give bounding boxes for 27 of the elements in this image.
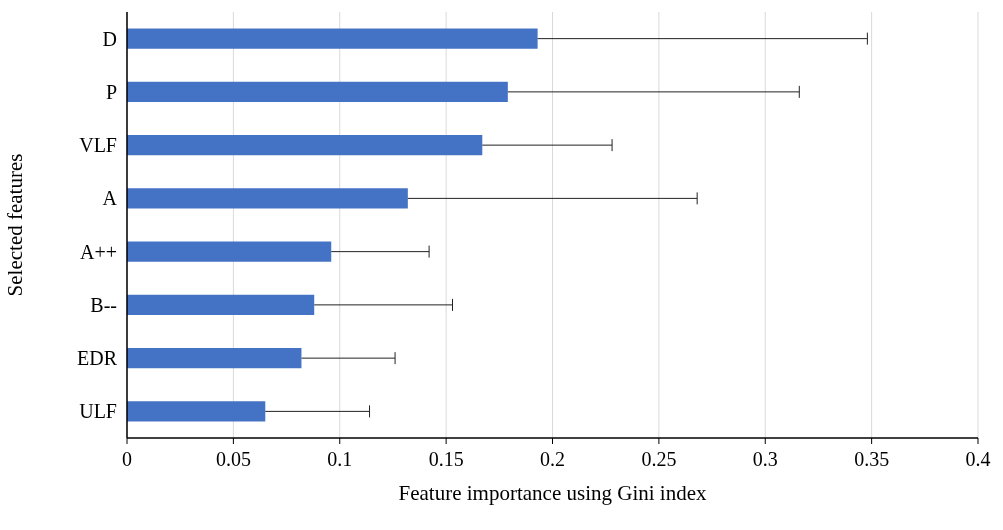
bar	[127, 81, 508, 102]
x-tick-label: 0.05	[215, 448, 251, 470]
y-tick-label: ULF	[79, 400, 117, 423]
bar	[127, 188, 408, 209]
y-tick-label: A	[102, 187, 118, 210]
y-tick-label: EDR	[77, 347, 118, 370]
y-tick-label: D	[102, 27, 117, 50]
bar	[127, 401, 266, 422]
y-tick-label: VLF	[79, 134, 117, 157]
y-tick-label: P	[105, 80, 117, 103]
bar	[127, 241, 332, 262]
bar	[127, 28, 538, 49]
x-tick-label: 0.3	[752, 448, 778, 470]
x-tick-label: 0.35	[854, 448, 890, 470]
bar	[127, 294, 315, 315]
x-tick-label: 0	[122, 448, 132, 470]
x-tick-label: 0.15	[428, 448, 464, 470]
x-tick-label: 0.2	[540, 448, 565, 470]
bar	[127, 348, 302, 369]
x-tick-label: 0.25	[641, 448, 677, 470]
bar	[127, 135, 483, 156]
x-tick-label: 0.4	[965, 448, 991, 470]
y-tick-label: A++	[79, 240, 117, 263]
x-axis-title: Feature importance using Gini index	[398, 481, 707, 505]
y-tick-label: B--	[90, 293, 117, 316]
y-axis-title: Selected features	[3, 153, 27, 297]
x-tick-label: 0.1	[327, 448, 353, 470]
